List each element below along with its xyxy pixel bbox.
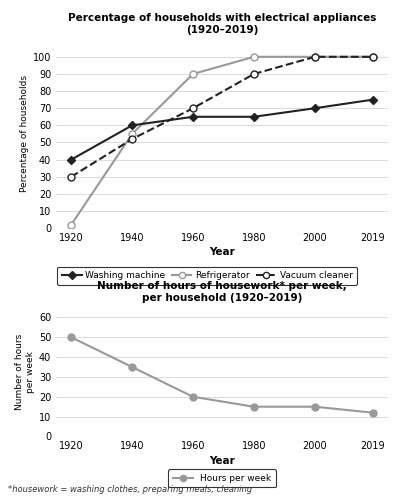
X-axis label: Year: Year — [209, 455, 235, 466]
Y-axis label: Percentage of households: Percentage of households — [20, 75, 28, 192]
Title: Number of hours of housework* per week,
per household (1920–2019): Number of hours of housework* per week, … — [97, 281, 347, 303]
Text: *housework = washing clothes, preparing meals, cleaning: *housework = washing clothes, preparing … — [8, 485, 252, 494]
X-axis label: Year: Year — [209, 247, 235, 257]
Legend: Hours per week: Hours per week — [168, 469, 276, 488]
Title: Percentage of households with electrical appliances
(1920–2019): Percentage of households with electrical… — [68, 13, 376, 35]
Legend: Washing machine, Refrigerator, Vacuum cleaner: Washing machine, Refrigerator, Vacuum cl… — [57, 267, 357, 285]
Y-axis label: Number of hours
per week: Number of hours per week — [15, 334, 34, 410]
